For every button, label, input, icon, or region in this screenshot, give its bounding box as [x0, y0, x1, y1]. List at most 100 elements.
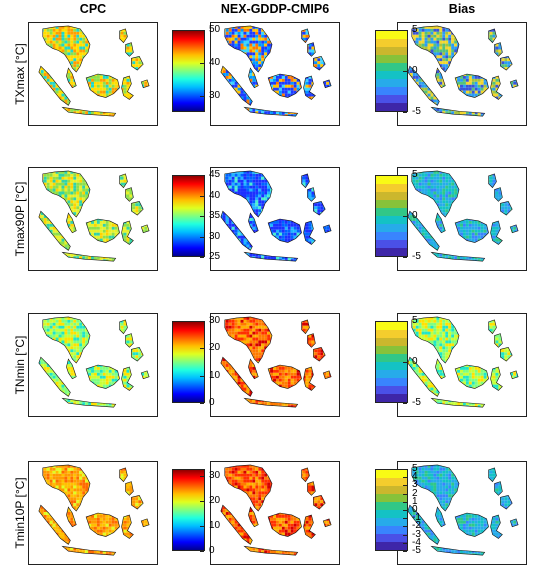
map-panel [28, 313, 158, 417]
coastline [454, 73, 489, 98]
colorbar-tick-label: 5 [403, 24, 418, 35]
coastline [131, 495, 144, 510]
value-colorbar: 30 20 10 0 [172, 469, 220, 556]
colorbar-gradient [375, 321, 408, 403]
coastline [38, 210, 71, 251]
coastline [243, 545, 299, 556]
coastline [140, 224, 150, 234]
colorbar-gradient [375, 30, 408, 112]
colorbar-gradient [172, 321, 205, 403]
coastline [140, 79, 150, 89]
colorbar-tick-label: 4 [403, 471, 418, 483]
coastline [267, 218, 302, 243]
value-colorbar: 45 40 35 30 25 [172, 170, 220, 262]
map-panel [397, 22, 527, 126]
coastline [435, 358, 446, 380]
colorbar-tick-label: 35 [199, 210, 221, 221]
colorbar-tick-label: -3 [403, 528, 421, 540]
colorbar-tick-label: 0 [403, 210, 418, 221]
colorbar-tick-label: -5 [403, 545, 421, 556]
coastline [411, 25, 460, 73]
colorbar-tick-label: 0 [200, 545, 215, 556]
map-panel [210, 167, 340, 271]
coastline [248, 212, 259, 234]
colorbar-gradient [375, 469, 408, 551]
coastline [125, 333, 134, 348]
colorbar-tick-label: 0 [403, 504, 418, 515]
coastline [411, 170, 460, 218]
coastline [494, 187, 503, 202]
colorbar-tick-label: 45 [199, 169, 221, 180]
coastline [85, 73, 120, 98]
coastline [509, 518, 519, 528]
coastline [119, 467, 128, 483]
value-colorbar: 30 20 10 0 [172, 316, 220, 408]
colorbar-tick-label: 20 [199, 495, 221, 507]
coastline [267, 512, 302, 537]
coastline [411, 464, 460, 512]
coastline [430, 251, 486, 262]
coastline [42, 25, 91, 73]
coastline [303, 366, 316, 391]
coastline [248, 506, 259, 528]
coastline [435, 506, 446, 528]
coastline [500, 56, 513, 71]
coastline [301, 319, 310, 335]
coastline [125, 42, 134, 57]
coastline [131, 56, 144, 71]
value-colorbar: 50 40 30 [172, 25, 220, 112]
coastline [488, 319, 497, 335]
coastline [125, 187, 134, 202]
coastline [301, 467, 310, 483]
coastline [119, 173, 128, 189]
colorbar-tick-label: 2 [403, 487, 418, 499]
row-label: Tmin10P [°C] [13, 477, 27, 549]
coastline [407, 210, 440, 251]
row-label: TNmin [°C] [13, 335, 27, 395]
coastline [140, 518, 150, 528]
coastline [85, 512, 120, 537]
coastline [509, 224, 519, 234]
coastline [224, 170, 273, 218]
coastline [490, 75, 503, 100]
coastline [66, 212, 77, 234]
coastline [303, 220, 316, 245]
coastline [267, 364, 302, 389]
colorbar-gradient [375, 175, 408, 257]
colorbar-tick-label: 25 [199, 251, 221, 262]
map-panel [28, 167, 158, 271]
coastline [494, 481, 503, 496]
coastline [61, 106, 117, 117]
coastline [121, 220, 134, 245]
colorbar-gradient [172, 30, 205, 112]
colorbar-tick-label: 0 [403, 65, 418, 76]
coastline [248, 358, 259, 380]
bias-colorbar: 5 0 -5 [375, 170, 421, 262]
colorbar-tick-label: 10 [199, 369, 221, 381]
coastline [407, 65, 440, 106]
map-panel [397, 167, 527, 271]
coastline [243, 106, 299, 117]
coastline [66, 67, 77, 89]
bias-colorbar: 5 0 -5 [375, 25, 421, 117]
coastline [307, 42, 316, 57]
colorbar-tick-label: 40 [199, 189, 221, 201]
colorbar-gradient [172, 175, 205, 257]
coastline [243, 251, 299, 262]
coastline [407, 356, 440, 397]
coastline [454, 364, 489, 389]
colorbar-tick-label: -1 [403, 512, 421, 524]
colorbar-tick-label: 3 [403, 479, 418, 491]
coastline [313, 347, 326, 362]
coastline [121, 514, 134, 539]
coastline [85, 364, 120, 389]
coastline [407, 504, 440, 545]
coastline [313, 495, 326, 510]
coastline [121, 75, 134, 100]
column-title-bias: Bias [448, 2, 476, 16]
colorbar-gradient [172, 469, 205, 551]
map-panel [210, 22, 340, 126]
coastline [220, 356, 253, 397]
map-panel [210, 461, 340, 565]
colorbar-tick-label: -4 [403, 536, 421, 548]
